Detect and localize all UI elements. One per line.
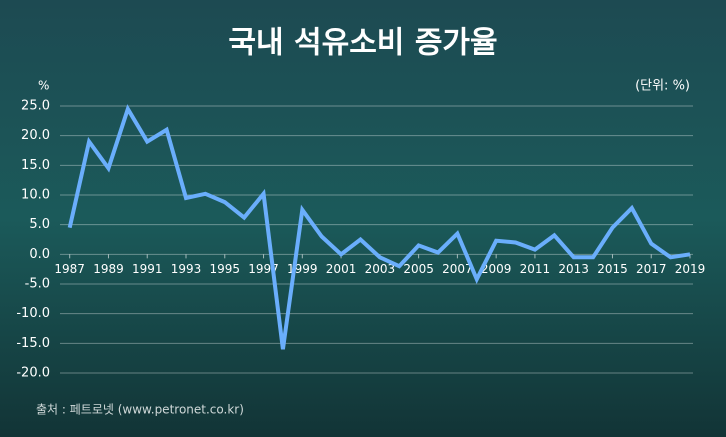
- x-tick-label: 2013: [558, 262, 589, 276]
- y-tick-label: 0.0: [29, 247, 50, 262]
- source: 출처 : 페트로넷 (www.petronet.co.kr): [36, 403, 244, 417]
- y-unit: %: [38, 79, 49, 93]
- x-tick-label: 1995: [209, 262, 240, 276]
- y-tick-label: 10.0: [21, 188, 50, 203]
- unit-note: (단위: %): [635, 79, 690, 94]
- y-tick-label: 5.0: [29, 217, 50, 232]
- chart-title: 국내 석유소비 증가율: [228, 26, 497, 61]
- y-tick-label: 25.0: [21, 99, 50, 114]
- y-tick-label: -10.0: [16, 306, 50, 321]
- y-tick-label: -15.0: [16, 336, 50, 351]
- x-tick-label: 2003: [365, 262, 396, 276]
- x-tick-label: 2001: [326, 262, 357, 276]
- x-tick-label: 2019: [675, 262, 706, 276]
- x-tick-label: 1989: [93, 262, 124, 276]
- x-tick-label: 2007: [442, 262, 473, 276]
- x-tick-label: 1993: [171, 262, 202, 276]
- x-tick-label: 1991: [132, 262, 163, 276]
- x-tick-label: 2009: [481, 262, 512, 276]
- x-tick-label: 2011: [520, 262, 551, 276]
- x-tick-label: 1987: [54, 262, 85, 276]
- x-tick-label: 2015: [597, 262, 628, 276]
- y-tick-label: -20.0: [16, 366, 50, 381]
- data-line: [67, 104, 691, 350]
- x-tick-label: 2017: [636, 262, 667, 276]
- x-tick-label: 2005: [403, 262, 434, 276]
- y-tick-label: 20.0: [21, 128, 50, 143]
- y-tick-label: 15.0: [21, 158, 50, 173]
- y-tick-label: -5.0: [25, 277, 50, 292]
